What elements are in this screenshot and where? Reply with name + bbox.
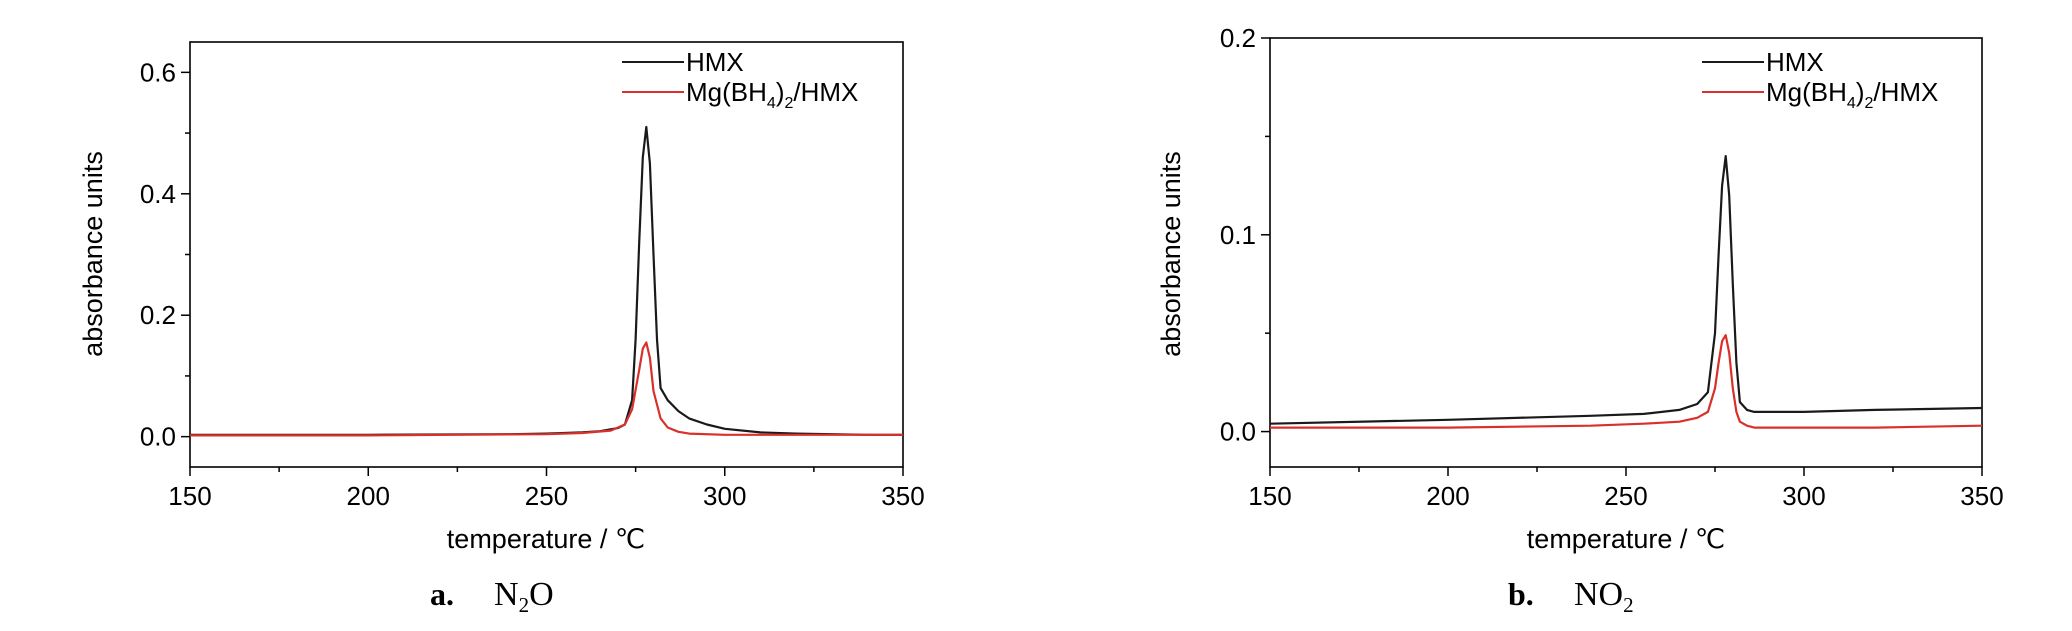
panel-b-y-axis-label: absorbance units (1156, 151, 1186, 357)
panel-b-y-tick-label: 0.1 (1220, 220, 1256, 250)
panel-a: 150 200 250 300 350 0.0 0.2 0.4 0.6 temperature… (78, 41, 925, 617)
panel-a-y-ticks: 0.0 0.2 0.4 0.6 (140, 57, 190, 452)
panel-a-caption-letter: a. (430, 576, 454, 612)
panel-a-legend-label-mg: Mg(BH4)2/HMX (686, 77, 858, 112)
panel-a-x-tick-label: 250 (525, 481, 568, 511)
panel-b-caption: b. NO2 (1508, 576, 1634, 617)
panel-a-y-tick-label: 0.4 (140, 179, 176, 209)
panel-a-legend: HMX Mg(BH4)2/HMX (622, 47, 858, 112)
panel-a-x-axis-label: temperature / ℃ (447, 524, 645, 554)
panel-b-caption-formula: NO2 (1574, 576, 1634, 617)
panel-b-x-tick-label: 200 (1426, 481, 1469, 511)
panel-a-series-line-hmx (190, 125, 903, 436)
panel-b-x-tick-label: 350 (1960, 481, 2003, 511)
panel-a-caption-formula: N2O (494, 576, 554, 617)
panel-a-series (190, 125, 903, 437)
panel-b-series (1269, 155, 1983, 429)
panel-a-y-axis-label: absorbance units (78, 151, 108, 357)
panel-b-x-tick-label: 150 (1248, 481, 1291, 511)
panel-a-y-tick-label: 0.2 (140, 300, 176, 330)
panel-a-x-tick-label: 300 (703, 481, 746, 511)
panel-b-x-tick-label: 300 (1782, 481, 1825, 511)
panel-a-x-tick-label: 150 (168, 481, 211, 511)
panel-b-caption-letter: b. (1508, 576, 1534, 612)
panel-a-series-line-mg-bh4-hmx (190, 341, 903, 437)
panel-a-x-tick-label: 350 (881, 481, 924, 511)
panel-b-series-line-mg-bh4-hmx (1270, 334, 1983, 429)
panel-a-caption: a. N2O (430, 576, 554, 617)
panel-b-legend: HMX Mg(BH4)2/HMX (1702, 47, 1938, 112)
panel-a-x-ticks: 150 200 250 300 350 (168, 467, 925, 511)
panel-b-y-tick-label: 0.0 (1220, 417, 1256, 447)
panel-a-y-tick-label: 0.6 (140, 57, 176, 87)
panel-b-x-tick-label: 250 (1604, 481, 1647, 511)
panel-b-legend-label-hmx: HMX (1766, 47, 1824, 77)
panel-a-legend-label-hmx: HMX (686, 47, 744, 77)
panel-b-x-ticks: 150 200 250 300 350 (1248, 467, 2004, 511)
panel-b-legend-label-mg: Mg(BH4)2/HMX (1766, 77, 1938, 112)
panel-a-x-tick-label: 200 (347, 481, 390, 511)
panel-b-y-tick-label: 0.2 (1220, 23, 1256, 53)
panel-b: 150 200 250 300 350 0.0 0.1 0.2 temperature / … (1156, 23, 2004, 617)
panel-b-series-line-hmx (1269, 155, 1983, 425)
panel-b-x-axis-label: temperature / ℃ (1527, 524, 1725, 554)
panel-a-y-tick-label: 0.0 (140, 422, 176, 452)
panel-b-y-ticks: 0.0 0.1 0.2 (1220, 23, 1270, 447)
